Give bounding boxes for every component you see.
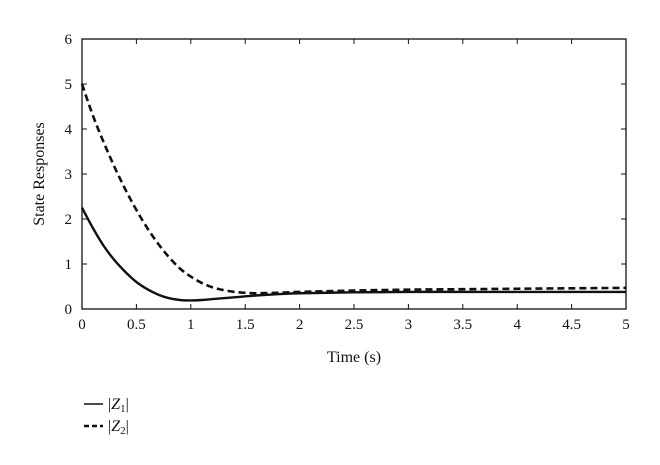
x-tick-label: 4 (513, 317, 521, 333)
series-line-z2 (80, 83, 627, 295)
plot-frame (81, 38, 627, 310)
x-tick-label: 1 (187, 317, 195, 333)
x-tick-label: 2.5 (345, 317, 364, 333)
legend: |Z1| |Z2| (84, 396, 129, 437)
x-tick-label: 5 (622, 317, 630, 333)
x-tick-label: 0.5 (127, 317, 146, 333)
y-axis-ticks: 0 1 2 3 4 5 6 (65, 32, 626, 318)
x-tick-label: 0 (78, 317, 86, 333)
y-tick-label: 6 (65, 32, 73, 48)
y-tick-label: 5 (65, 77, 73, 93)
legend-label-z1: |Z1| (108, 396, 129, 415)
series-layer (80, 83, 627, 302)
y-tick-label: 0 (65, 302, 73, 318)
series-line-z1 (80, 207, 626, 302)
x-tick-label: 1.5 (236, 317, 255, 333)
x-axis-title: Time (s) (327, 349, 381, 366)
y-tick-label: 3 (65, 167, 73, 183)
y-tick-label: 4 (65, 122, 73, 138)
x-tick-label: 3.5 (453, 317, 472, 333)
y-tick-label: 1 (65, 257, 73, 273)
x-tick-label: 2 (296, 317, 304, 333)
x-tick-label: 4.5 (562, 317, 581, 333)
y-axis-title: State Responses (31, 122, 48, 226)
y-tick-label: 2 (65, 212, 73, 228)
x-axis-ticks: 0 0.5 1 1.5 2 2.5 3 3.5 4 4.5 5 (78, 39, 630, 333)
legend-label-z2: |Z2| (108, 418, 129, 437)
x-tick-label: 3 (405, 317, 413, 333)
